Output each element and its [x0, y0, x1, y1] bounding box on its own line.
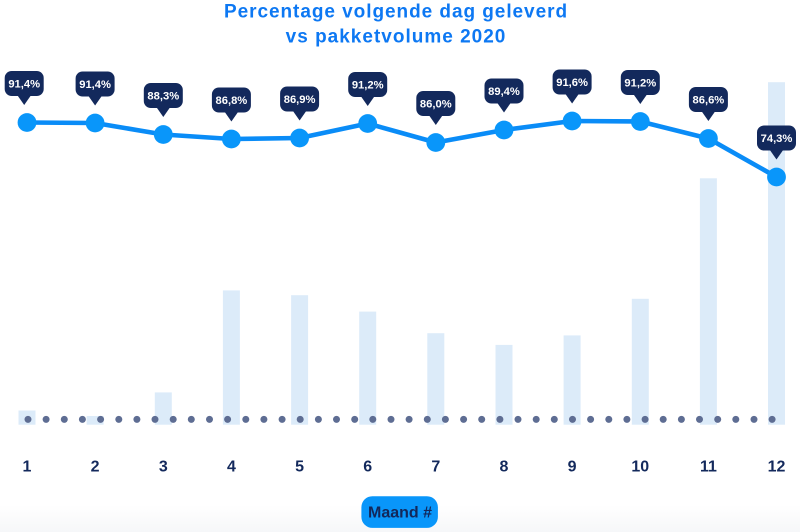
- svg-text:86,0%: 86,0%: [420, 99, 452, 111]
- svg-text:89,4%: 89,4%: [488, 86, 520, 98]
- svg-text:86,9%: 86,9%: [284, 94, 316, 106]
- svg-text:Percentage volgende dag geleve: Percentage volgende dag geleverd: [224, 2, 568, 23]
- svg-text:86,6%: 86,6%: [693, 95, 725, 107]
- svg-text:91,2%: 91,2%: [352, 80, 384, 92]
- svg-text:91,2%: 91,2%: [624, 78, 656, 90]
- svg-text:74,3%: 74,3%: [761, 133, 793, 145]
- svg-text:4: 4: [227, 459, 236, 476]
- svg-text:vs pakketvolume 2020: vs pakketvolume 2020: [286, 26, 507, 47]
- svg-text:1: 1: [23, 459, 32, 476]
- svg-text:8: 8: [500, 459, 509, 476]
- svg-text:88,3%: 88,3%: [147, 91, 179, 103]
- svg-text:11: 11: [700, 459, 717, 476]
- svg-text:3: 3: [159, 459, 168, 476]
- svg-text:9: 9: [568, 459, 577, 476]
- svg-text:12: 12: [768, 459, 786, 476]
- svg-text:7: 7: [431, 459, 440, 476]
- svg-text:Maand #: Maand #: [368, 505, 432, 522]
- svg-text:91,4%: 91,4%: [79, 79, 111, 91]
- svg-text:86,8%: 86,8%: [216, 95, 248, 107]
- svg-text:5: 5: [295, 459, 304, 476]
- svg-text:6: 6: [363, 459, 372, 476]
- svg-text:91,6%: 91,6%: [556, 77, 588, 89]
- svg-text:10: 10: [631, 459, 649, 476]
- svg-text:91,4%: 91,4%: [8, 79, 40, 91]
- svg-text:2: 2: [91, 459, 100, 476]
